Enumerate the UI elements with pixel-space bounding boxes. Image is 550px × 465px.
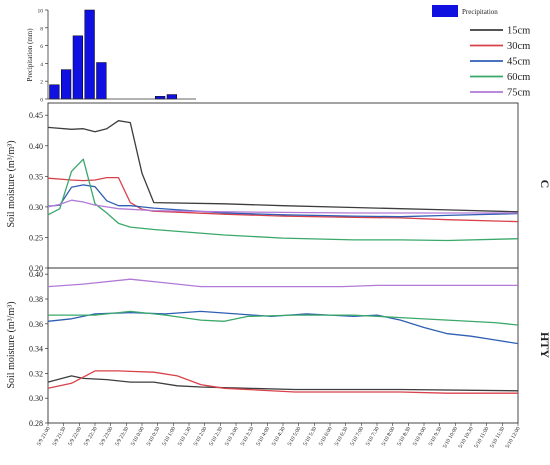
x-tick-label: 5/10 5:30: [302, 426, 318, 447]
precip-y-axis: 0 2 4 6 8 10: [38, 9, 48, 104]
x-tick-label: 5/10 9:30: [428, 426, 444, 447]
y-tick-label: 0.32: [29, 369, 43, 378]
panel-hty-title: HTY: [538, 332, 550, 358]
panel-hty: 0.280.300.320.340.360.380.40 5/9 21:00 5/…: [6, 267, 550, 450]
x-tick-label: 5/10 1:30: [177, 426, 193, 447]
panel-hty-series: [47, 278, 519, 394]
x-tick-label: 5/10 4:30: [271, 426, 287, 447]
x-tick-label: 5/10 6:00: [318, 426, 334, 447]
x-tick-label: 5/10 10:00: [442, 426, 459, 450]
precip-y-tick-label: 10: [38, 9, 44, 15]
x-tick-label: 5/10 5:00: [287, 426, 303, 447]
panel-hty-frame: [47, 267, 519, 424]
series-line-45cm: [47, 184, 519, 218]
series-line-75cm: [47, 199, 518, 214]
y-tick-label: 0.36: [29, 320, 43, 329]
x-tick-label: 5/10 10:30: [458, 426, 475, 450]
y-tick-label: 0.30: [29, 203, 43, 212]
precip-bar: [72, 35, 83, 100]
x-tick-label: 5/10 7:00: [349, 426, 365, 447]
panel-c-frame: [47, 102, 519, 269]
legend-label: 30cm: [507, 41, 530, 52]
precip-bar: [61, 69, 72, 100]
panel-c: 0.20 0.25 0.30 0.35 0.40 0.45 Soil moisture (…: [6, 102, 550, 273]
panel-c-series: [47, 120, 519, 242]
x-tick-label: 5/10 3:00: [224, 426, 240, 447]
x-tick-label: 5/10 2:30: [208, 426, 224, 447]
panel-c-title: C: [538, 180, 550, 189]
precip-legend: Precipitation: [432, 5, 498, 17]
precip-bar: [84, 9, 95, 100]
precip-bar: [166, 94, 177, 100]
precip-panel: 0 2 4 6 8 10 Precipitation (mm): [26, 9, 196, 104]
precip-bar: [155, 96, 166, 100]
panel-hty-x-axis: 5/9 21:00 5/9 21:30 5/9 22:00 5/9 22:30 5/9 …: [36, 423, 522, 450]
x-tick-label: 5/10 4:00: [255, 426, 271, 447]
y-tick-label: 0.28: [29, 419, 43, 428]
precip-y-tick-label: 8: [40, 26, 43, 32]
panel-hty-y-axis: 0.28 0.30 0.32 0.34 0.36 0.38 0.40: [29, 270, 48, 428]
x-tick-label: 5/9 21:30: [52, 426, 68, 447]
x-tick-label: 5/10 3:30: [240, 426, 256, 447]
series-line-15cm: [47, 375, 519, 392]
precip-bar: [96, 62, 107, 100]
precip-legend-swatch: [432, 5, 458, 17]
panel-c-ylabel: Soil moisture (m³/m³): [6, 140, 17, 227]
legend-label: 60cm: [507, 72, 530, 83]
precip-y-tick-label: 4: [40, 62, 43, 68]
series-line-30cm: [47, 370, 518, 394]
y-tick-label: 0.25: [29, 233, 43, 242]
y-tick-label: 0.40: [29, 270, 43, 279]
precip-bars: [49, 9, 177, 100]
precip-y-tick-label: 6: [40, 44, 43, 50]
y-tick-label: 0.34: [29, 345, 43, 354]
precip-legend-label: Precipitation: [462, 8, 498, 16]
x-tick-label: 5/10 0:30: [146, 426, 162, 447]
precip-y-tick-label: 2: [40, 80, 43, 86]
panel-c-y-axis: 0.20 0.25 0.30 0.35 0.40 0.45: [29, 111, 48, 273]
x-tick-label: 5/10 7:30: [365, 426, 381, 447]
precip-bar: [49, 84, 60, 100]
precip-y-tick-label: 0: [40, 98, 43, 104]
depth-legend: 15cm 30cm 45cm 60cm 75cm: [470, 26, 530, 99]
x-tick-label: 5/10 11:30: [489, 426, 506, 450]
y-tick-label: 0.20: [29, 264, 43, 273]
x-tick-label: 5/10 9:00: [412, 426, 428, 447]
x-tick-label: 5/9 23:00: [99, 426, 115, 447]
x-tick-label: 5/10 8:30: [396, 426, 412, 447]
x-tick-label: 5/10 0:00: [130, 426, 146, 447]
series-line-45cm: [47, 310, 519, 345]
x-tick-label: 5/9 22:00: [67, 426, 83, 447]
x-tick-label: 5/9 22:30: [83, 426, 99, 447]
precip-ylabel: Precipitation (mm): [26, 28, 34, 82]
x-tick-label: 5/9 23:30: [114, 426, 130, 447]
series-line-60cm: [48, 310, 519, 326]
y-tick-label: 0.38: [29, 295, 43, 304]
y-tick-label: 0.45: [29, 111, 43, 120]
x-tick-label: 5/9 21:00: [36, 426, 52, 447]
legend-label: 15cm: [507, 26, 530, 37]
x-tick-label: 5/10 11:00: [473, 426, 490, 450]
y-tick-label: 0.40: [29, 142, 43, 151]
series-line-75cm: [47, 278, 518, 288]
series-line-60cm: [47, 158, 519, 242]
series-line-15cm: [47, 120, 519, 213]
x-tick-label: 5/10 8:00: [381, 426, 397, 447]
y-tick-label: 0.35: [29, 172, 43, 181]
y-tick-label: 0.30: [29, 394, 43, 403]
x-tick-label: 5/10 2:00: [193, 426, 209, 447]
legend-label: 45cm: [507, 57, 530, 68]
panel-hty-ylabel: Soil moisture (m³/m³): [6, 301, 17, 388]
x-tick-label: 5/10 1:00: [161, 426, 177, 447]
x-tick-label: 5/10 12:00: [505, 426, 522, 450]
x-tick-label: 5/10 6:30: [334, 426, 350, 447]
legend-label: 75cm: [507, 88, 530, 99]
